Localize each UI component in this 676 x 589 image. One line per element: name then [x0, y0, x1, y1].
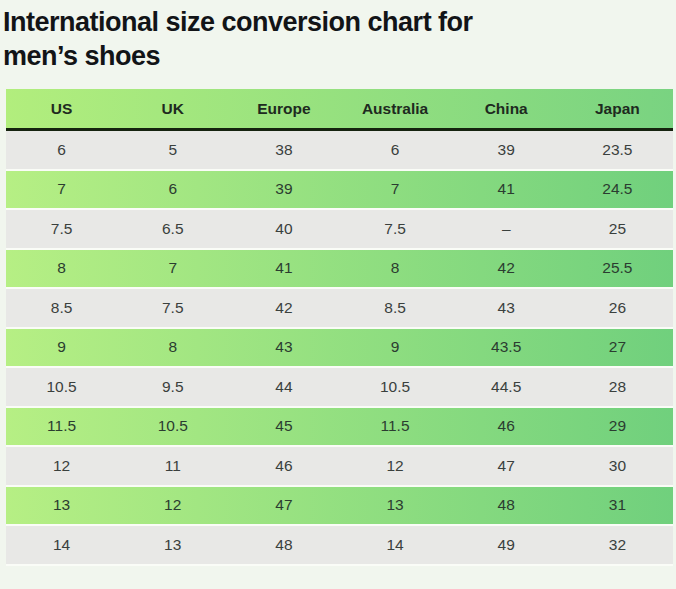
cell-uk: 9.5 — [117, 368, 228, 408]
cell-europe: 38 — [228, 131, 339, 171]
cell-us: 7 — [6, 171, 117, 211]
table-row: 6 5 38 6 39 23.5 — [6, 131, 673, 171]
cell-japan: 28 — [562, 368, 673, 408]
cell-china: 48 — [451, 487, 562, 527]
cell-us: 10.5 — [6, 368, 117, 408]
table-row: 8.5 7.5 42 8.5 43 26 — [6, 289, 673, 329]
cell-us: 14 — [6, 526, 117, 566]
table-row: 14 13 48 14 49 32 — [6, 526, 673, 566]
cell-japan: 32 — [562, 526, 673, 566]
page-title-line2: men’s shoes — [3, 39, 666, 73]
column-header-japan: Japan — [562, 89, 673, 131]
cell-uk: 5 — [117, 131, 228, 171]
cell-australia: 8 — [339, 250, 450, 290]
cell-china: 44.5 — [451, 368, 562, 408]
cell-uk: 6.5 — [117, 210, 228, 250]
cell-china: 43.5 — [451, 329, 562, 369]
cell-australia: 7.5 — [339, 210, 450, 250]
table-row: 11.5 10.5 45 11.5 46 29 — [6, 408, 673, 448]
column-header-australia: Australia — [339, 89, 450, 131]
cell-japan: 31 — [562, 487, 673, 527]
cell-japan: 23.5 — [562, 131, 673, 171]
table-row: 12 11 46 12 47 30 — [6, 447, 673, 487]
cell-uk: 7.5 — [117, 289, 228, 329]
table-header-row: US UK Europe Australia China Japan — [6, 89, 673, 131]
cell-australia: 12 — [339, 447, 450, 487]
cell-europe: 43 — [228, 329, 339, 369]
table-row: 13 12 47 13 48 31 — [6, 487, 673, 527]
size-conversion-table: US UK Europe Australia China Japan 6 5 3… — [6, 89, 673, 566]
cell-uk: 8 — [117, 329, 228, 369]
cell-uk: 10.5 — [117, 408, 228, 448]
table-body: 6 5 38 6 39 23.5 7 6 39 7 41 24.5 7.5 6.… — [6, 131, 673, 566]
cell-japan: 25.5 — [562, 250, 673, 290]
cell-australia: 6 — [339, 131, 450, 171]
cell-uk: 11 — [117, 447, 228, 487]
cell-australia: 10.5 — [339, 368, 450, 408]
cell-australia: 13 — [339, 487, 450, 527]
table-row: 9 8 43 9 43.5 27 — [6, 329, 673, 369]
cell-europe: 48 — [228, 526, 339, 566]
cell-us: 7.5 — [6, 210, 117, 250]
cell-us: 12 — [6, 447, 117, 487]
cell-australia: 8.5 — [339, 289, 450, 329]
cell-japan: 24.5 — [562, 171, 673, 211]
cell-europe: 46 — [228, 447, 339, 487]
column-header-europe: Europe — [228, 89, 339, 131]
cell-australia: 7 — [339, 171, 450, 211]
cell-us: 13 — [6, 487, 117, 527]
cell-europe: 44 — [228, 368, 339, 408]
cell-china: 46 — [451, 408, 562, 448]
cell-china: 41 — [451, 171, 562, 211]
cell-us: 8 — [6, 250, 117, 290]
column-header-uk: UK — [117, 89, 228, 131]
cell-europe: 45 — [228, 408, 339, 448]
cell-europe: 39 — [228, 171, 339, 211]
cell-china: 49 — [451, 526, 562, 566]
cell-china: 42 — [451, 250, 562, 290]
cell-japan: 26 — [562, 289, 673, 329]
table-row: 10.5 9.5 44 10.5 44.5 28 — [6, 368, 673, 408]
cell-china: – — [451, 210, 562, 250]
column-header-us: US — [6, 89, 117, 131]
page-title-line1: International size conversion chart for — [3, 5, 666, 39]
cell-japan: 30 — [562, 447, 673, 487]
cell-china: 39 — [451, 131, 562, 171]
cell-europe: 41 — [228, 250, 339, 290]
cell-europe: 42 — [228, 289, 339, 329]
cell-europe: 47 — [228, 487, 339, 527]
cell-uk: 7 — [117, 250, 228, 290]
cell-us: 6 — [6, 131, 117, 171]
cell-japan: 27 — [562, 329, 673, 369]
table-row: 8 7 41 8 42 25.5 — [6, 250, 673, 290]
cell-australia: 14 — [339, 526, 450, 566]
table-row: 7 6 39 7 41 24.5 — [6, 171, 673, 211]
cell-china: 43 — [451, 289, 562, 329]
cell-japan: 29 — [562, 408, 673, 448]
table-row: 7.5 6.5 40 7.5 – 25 — [6, 210, 673, 250]
cell-uk: 13 — [117, 526, 228, 566]
cell-australia: 11.5 — [339, 408, 450, 448]
cell-us: 9 — [6, 329, 117, 369]
cell-uk: 12 — [117, 487, 228, 527]
cell-europe: 40 — [228, 210, 339, 250]
cell-japan: 25 — [562, 210, 673, 250]
cell-us: 11.5 — [6, 408, 117, 448]
cell-us: 8.5 — [6, 289, 117, 329]
cell-uk: 6 — [117, 171, 228, 211]
column-header-china: China — [451, 89, 562, 131]
page-title: International size conversion chart for … — [0, 0, 676, 73]
cell-australia: 9 — [339, 329, 450, 369]
cell-china: 47 — [451, 447, 562, 487]
